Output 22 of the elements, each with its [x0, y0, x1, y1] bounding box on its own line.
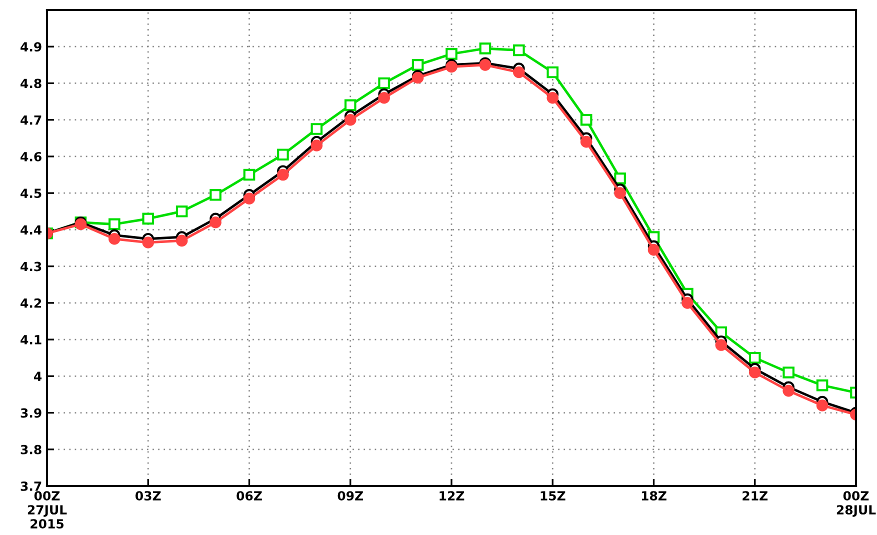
y-tick-label: 4: [34, 372, 42, 381]
y-tick-label: 4.8: [20, 78, 42, 88]
x-tick-label: 12Z: [440, 491, 464, 500]
x-tick-label: 09Z: [338, 491, 364, 501]
y-tick-label: 4.7: [20, 115, 42, 125]
y-tick-label: 4.3: [20, 262, 42, 272]
y-tick-label: 4.6: [20, 152, 42, 162]
x-tick-label: 03Z: [135, 491, 161, 501]
x-tick-label: 21Z: [742, 491, 768, 500]
y-tick-label: 3.9: [20, 408, 42, 418]
y-tick-label: 4.1: [20, 335, 42, 344]
y-tick-label: 4.5: [20, 188, 42, 198]
y-tick-label: 4.2: [20, 298, 42, 308]
x-tick-label: 15Z: [540, 491, 566, 501]
x-tick-label: 00Z 27JUL 2015: [28, 491, 67, 529]
y-tick-label: 3.8: [20, 444, 42, 454]
y-tick-label: 4.4: [20, 225, 42, 234]
x-tick-label: 06Z: [236, 491, 262, 501]
y-tick-label: 4.9: [20, 42, 42, 52]
x-tick-label: 00Z 28JUL: [836, 491, 876, 517]
x-tick-label: 18Z: [642, 491, 666, 501]
y-tick-label: 3.7: [20, 481, 42, 491]
